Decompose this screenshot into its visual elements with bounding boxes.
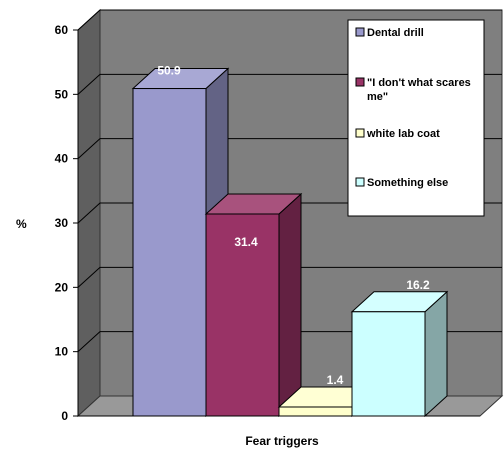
legend-label: white lab coat xyxy=(366,128,440,140)
data-label: 16.2 xyxy=(406,278,430,292)
y-tick-label: 60 xyxy=(55,23,69,37)
y-tick-label: 10 xyxy=(55,345,69,359)
gridline xyxy=(77,9,502,31)
bar xyxy=(204,192,303,418)
legend-entry: "I don't what scares me" xyxy=(355,77,471,103)
bars xyxy=(131,67,449,418)
legend-entry: white lab coat xyxy=(355,128,440,140)
y-tick-label: 30 xyxy=(55,216,69,230)
bar xyxy=(350,290,449,418)
bar-front xyxy=(205,213,280,417)
y-axis: 0 10 20 30 40 50 60 xyxy=(55,23,480,423)
x-axis-label: Fear triggers xyxy=(245,434,319,448)
legend-label: Dental drill xyxy=(367,27,424,39)
legend-box xyxy=(347,19,485,217)
legend-swatch xyxy=(355,77,365,87)
bar-side xyxy=(278,192,302,418)
y-tick-label: 20 xyxy=(55,280,69,294)
gridline xyxy=(77,266,502,288)
data-labels: 50.9 31.4 1.4 16.2 xyxy=(157,64,430,387)
data-label: 50.9 xyxy=(157,64,181,78)
bar-front xyxy=(132,88,207,417)
y-tick-label: 0 xyxy=(61,409,68,423)
bar-front xyxy=(351,311,426,417)
data-label: 31.4 xyxy=(234,235,258,249)
legend-swatch xyxy=(355,177,365,187)
y-tick-label: 40 xyxy=(55,152,69,166)
legend-swatch xyxy=(355,27,365,37)
bar-front xyxy=(278,406,353,417)
legend-label: Something else xyxy=(367,177,448,189)
legend-swatch xyxy=(355,128,365,138)
legend-label: me" xyxy=(367,91,388,103)
legend-label: "I don't what scares xyxy=(367,77,471,89)
y-tick-label: 50 xyxy=(55,87,69,101)
legend-entry: Something else xyxy=(355,177,448,189)
legend-entry: Dental drill xyxy=(355,27,424,39)
data-label: 1.4 xyxy=(327,373,344,387)
y-axis-label: % xyxy=(16,217,27,231)
bar-side xyxy=(424,290,448,418)
legend: Dental drill "I don't what scares me" white… xyxy=(347,19,485,217)
